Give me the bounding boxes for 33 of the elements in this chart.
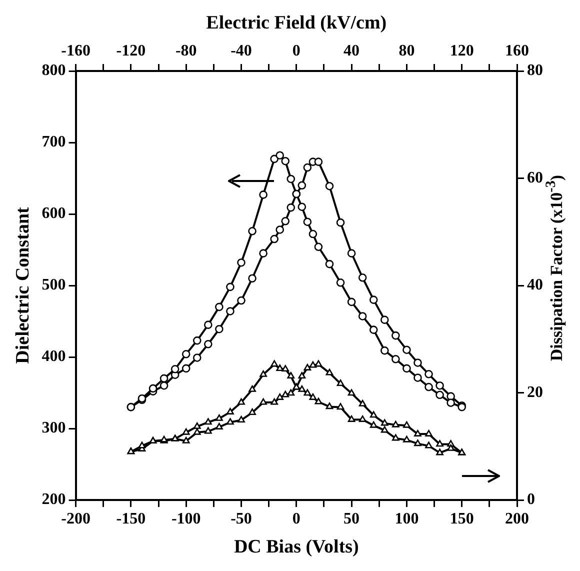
x-tick-label: -150 xyxy=(116,510,146,528)
x-axis-title: DC Bias (Volts) xyxy=(234,536,359,558)
x-tick-label: -200 xyxy=(61,510,90,528)
y-tick-label: 400 xyxy=(42,348,66,366)
y2-tick-label: 60 xyxy=(527,169,543,186)
x-tick-label: 100 xyxy=(394,510,419,528)
x-tick-label: -100 xyxy=(171,510,201,528)
x2-tick-label: 120 xyxy=(450,42,474,60)
y-axis-title: Dielectric Constant xyxy=(12,206,34,364)
y-tick-label: 500 xyxy=(42,276,66,294)
x2-axis-title: Electric Field (kV/cm) xyxy=(206,12,387,34)
x2-tick-label: 160 xyxy=(505,42,529,60)
y-tick-label: 200 xyxy=(42,491,66,508)
x2-tick-label: 40 xyxy=(344,42,360,60)
y-tick-label: 300 xyxy=(42,420,66,437)
y2-tick-label: 20 xyxy=(527,384,543,401)
x-tick-label: -50 xyxy=(230,510,252,528)
x-tick-label: 150 xyxy=(450,510,474,528)
y2-tick-label: 80 xyxy=(527,62,543,80)
x2-tick-label: -120 xyxy=(116,42,146,60)
x-tick-label: 50 xyxy=(344,510,360,528)
y-tick-label: 600 xyxy=(42,205,66,222)
x2-tick-label: -160 xyxy=(61,42,90,60)
x-tick-label: 0 xyxy=(292,510,300,528)
y-tick-label: 800 xyxy=(42,62,66,80)
y2-tick-label: 40 xyxy=(527,276,543,294)
x2-tick-label: -80 xyxy=(175,42,197,60)
x2-tick-label: 0 xyxy=(292,42,300,60)
x2-tick-label: -40 xyxy=(230,42,252,60)
y-tick-label: 700 xyxy=(42,134,66,151)
x2-tick-label: 80 xyxy=(398,42,415,60)
x-tick-label: 200 xyxy=(505,510,529,528)
y2-tick-label: 0 xyxy=(527,491,535,508)
